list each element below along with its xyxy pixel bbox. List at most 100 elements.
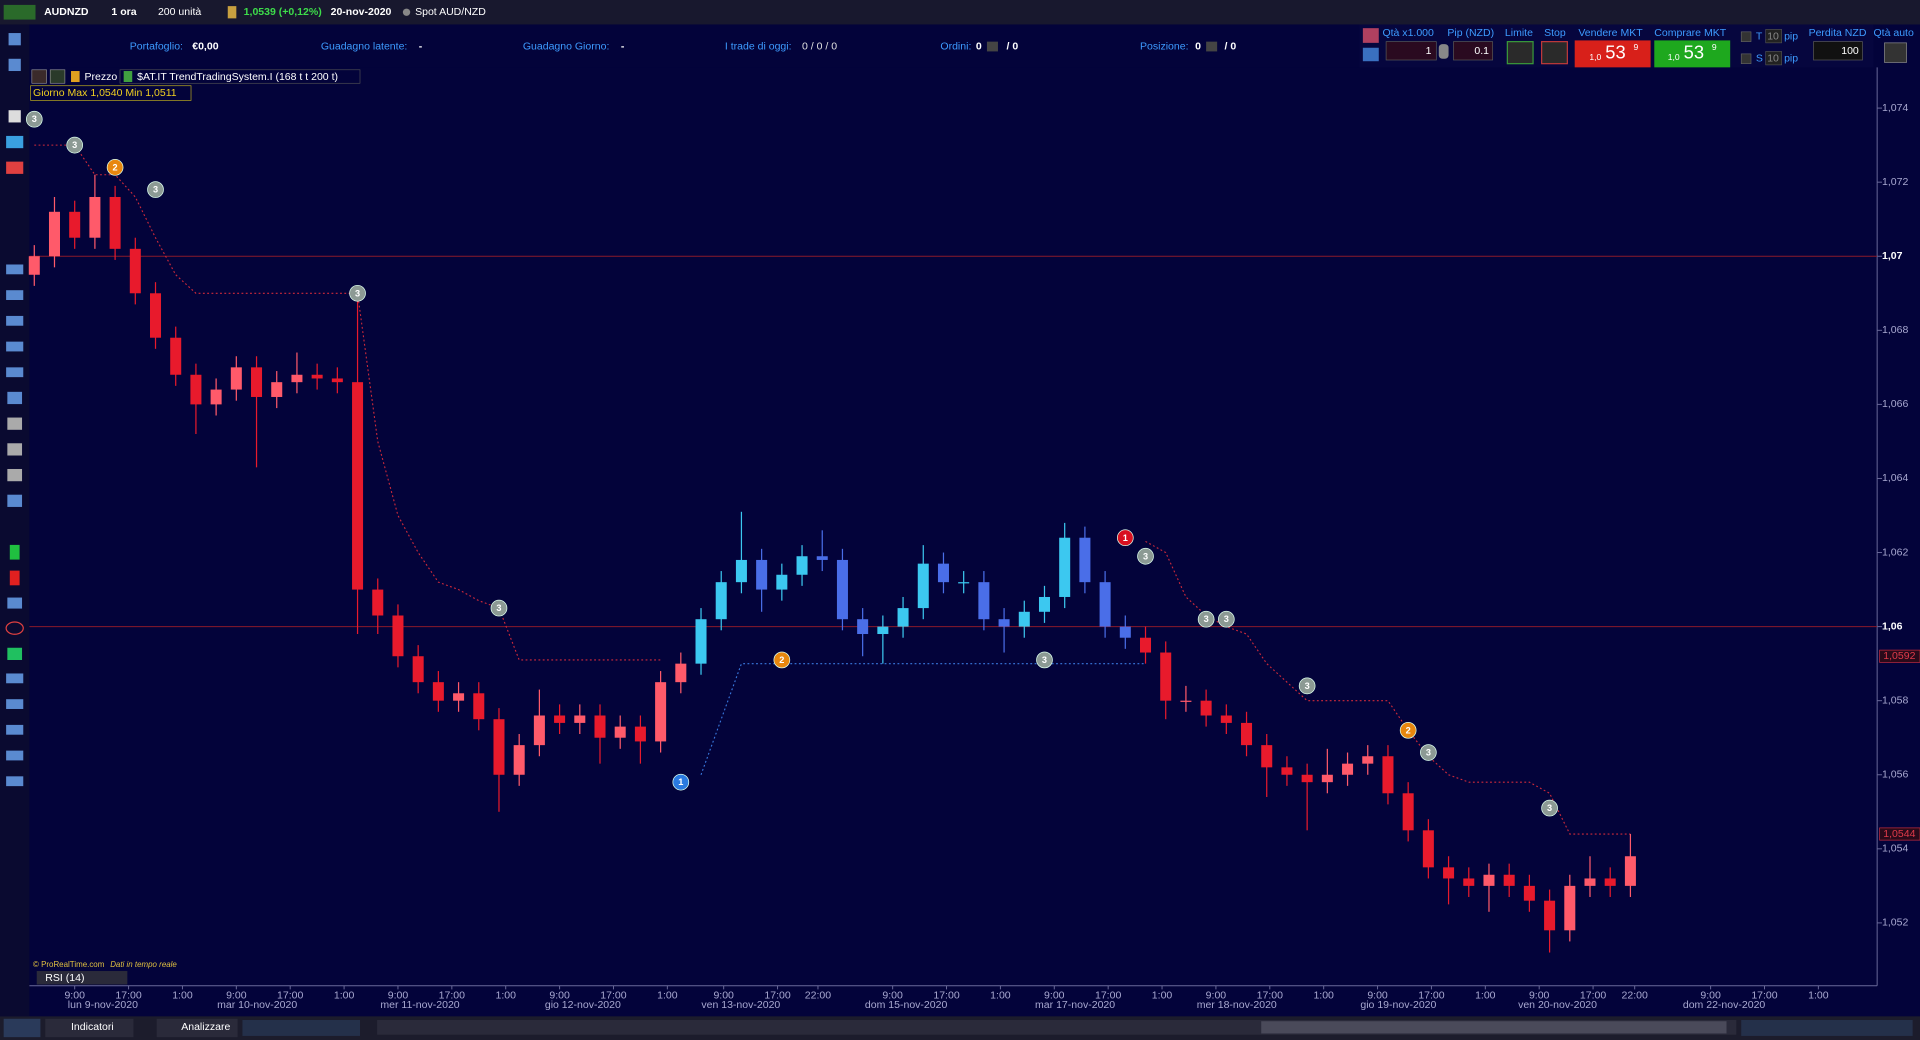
account-bar <box>0 24 1360 68</box>
edit-icon[interactable] <box>1362 28 1379 43</box>
tool-icon[interactable] <box>6 290 24 301</box>
tool-icon[interactable] <box>7 391 23 405</box>
t-pips[interactable]: 10 <box>1767 31 1779 43</box>
candle-body <box>109 196 121 249</box>
candle-body <box>554 715 566 723</box>
tool-icon[interactable] <box>5 621 24 635</box>
t-label: T <box>1756 31 1763 43</box>
app-icon[interactable] <box>3 4 36 20</box>
sell-prefix[interactable]: 1,0 <box>1589 52 1601 62</box>
trades: 0 / 0 / 0 <box>802 40 837 52</box>
tool-icon[interactable] <box>7 494 23 507</box>
candle-body <box>998 619 1010 627</box>
analyze[interactable]: Analizzare <box>181 1021 230 1033</box>
pip-input[interactable] <box>1453 41 1494 61</box>
scroll-thumb[interactable] <box>1261 1021 1727 1034</box>
x-tick-label: 17:00 <box>439 989 465 1001</box>
auto-qty-button[interactable] <box>1884 42 1907 63</box>
t-pips-input[interactable] <box>1765 29 1782 44</box>
lock-icon[interactable] <box>1438 44 1449 59</box>
stop-button[interactable] <box>1541 41 1568 65</box>
signal-label: 3 <box>1204 614 1209 624</box>
rsi-tab[interactable] <box>36 971 128 985</box>
tool-icon[interactable] <box>8 110 21 123</box>
zoom-tools[interactable] <box>1741 1020 1913 1036</box>
indicators[interactable]: Indicatori <box>71 1021 114 1033</box>
tool-icon[interactable] <box>6 699 24 709</box>
symbol[interactable]: AUDNZD <box>44 6 89 18</box>
units[interactable]: 200 unità <box>158 6 201 18</box>
sell-sup[interactable]: 9 <box>1633 42 1638 52</box>
candle-body <box>28 256 40 275</box>
legend-icon[interactable] <box>49 69 66 84</box>
tool-icon[interactable] <box>9 570 20 586</box>
position-icon[interactable] <box>1206 41 1218 52</box>
tool-icon[interactable] <box>6 315 24 326</box>
tool-icon[interactable] <box>7 597 23 609</box>
y-tick-label: 1,072 <box>1882 176 1908 188</box>
orders-icon[interactable] <box>986 41 998 52</box>
legend-indicator[interactable]: $AT.IT TrendTradingSystem.I (168 t t 200… <box>137 71 338 83</box>
tool-icon[interactable] <box>8 33 21 46</box>
x-tick-label: 9:00 <box>388 989 409 1001</box>
signal-label: 3 <box>1547 803 1552 813</box>
loss[interactable]: 100 <box>1841 45 1859 57</box>
buy-prefix[interactable]: 1,0 <box>1668 52 1680 62</box>
tool-icon[interactable] <box>7 647 23 661</box>
tool-icon[interactable] <box>6 367 24 378</box>
buy-big[interactable]: 53 <box>1684 42 1704 63</box>
analyze-button[interactable] <box>156 1018 238 1038</box>
signal-marker <box>1137 547 1154 565</box>
buy-sup[interactable]: 9 <box>1712 42 1717 52</box>
pip[interactable]: 0.1 <box>1474 45 1489 57</box>
qty[interactable]: 1 <box>1426 45 1432 57</box>
rsi-label[interactable]: RSI (14) <box>45 972 84 984</box>
tool-icon[interactable] <box>6 776 24 787</box>
t-checkbox[interactable] <box>1740 31 1752 42</box>
bottom-icon[interactable] <box>3 1018 41 1038</box>
keyboard-icon[interactable] <box>1362 47 1379 62</box>
sell-button[interactable] <box>1574 40 1651 68</box>
x-tick-label: 9:00 <box>64 989 85 1001</box>
signal-marker <box>1298 677 1316 695</box>
buy-button[interactable] <box>1654 40 1731 68</box>
candle-body <box>675 663 687 683</box>
s-pips[interactable]: 10 <box>1767 53 1779 65</box>
tool-icon[interactable] <box>6 264 24 275</box>
s-checkbox[interactable] <box>1740 53 1752 64</box>
qty-input[interactable] <box>1385 41 1437 61</box>
loss-input[interactable] <box>1813 41 1863 61</box>
candle-body <box>1523 885 1535 901</box>
tool-icon[interactable] <box>7 417 23 430</box>
tool-icon[interactable] <box>6 673 24 684</box>
candle-body <box>150 293 162 338</box>
tool-icon[interactable] <box>6 750 24 761</box>
candle-body <box>756 559 768 590</box>
x-tick-label: 1:00 <box>1475 989 1496 1001</box>
y-tick-label: 1,062 <box>1882 546 1908 558</box>
sell-big[interactable]: 53 <box>1605 42 1625 63</box>
x-tick-label: 9:00 <box>882 989 903 1001</box>
signal-label: 3 <box>32 114 37 124</box>
legend-icon[interactable] <box>31 69 47 84</box>
legend-price[interactable]: Prezzo <box>84 71 117 83</box>
timeframe[interactable]: 1 ora <box>111 6 136 18</box>
tool-icon[interactable] <box>7 443 23 456</box>
limit-button[interactable] <box>1506 41 1534 65</box>
candle-body <box>796 556 808 575</box>
tool-icon[interactable] <box>7 468 23 482</box>
s-pips-input[interactable] <box>1765 51 1782 66</box>
signal-marker <box>25 110 43 128</box>
y-tick-label: 1,074 <box>1882 102 1908 114</box>
tool-icon[interactable] <box>6 724 24 735</box>
tool-icon[interactable] <box>6 161 24 174</box>
bottom-tools[interactable] <box>242 1020 360 1036</box>
tool-icon[interactable] <box>8 58 21 72</box>
tool-icon[interactable] <box>6 341 24 352</box>
candle-body <box>352 382 364 590</box>
x-tick-label: 9:00 <box>226 989 247 1001</box>
signal-marker <box>1197 610 1215 628</box>
tool-icon[interactable] <box>6 135 24 149</box>
tool-icon[interactable] <box>9 544 20 560</box>
indicators-button[interactable] <box>45 1018 134 1038</box>
